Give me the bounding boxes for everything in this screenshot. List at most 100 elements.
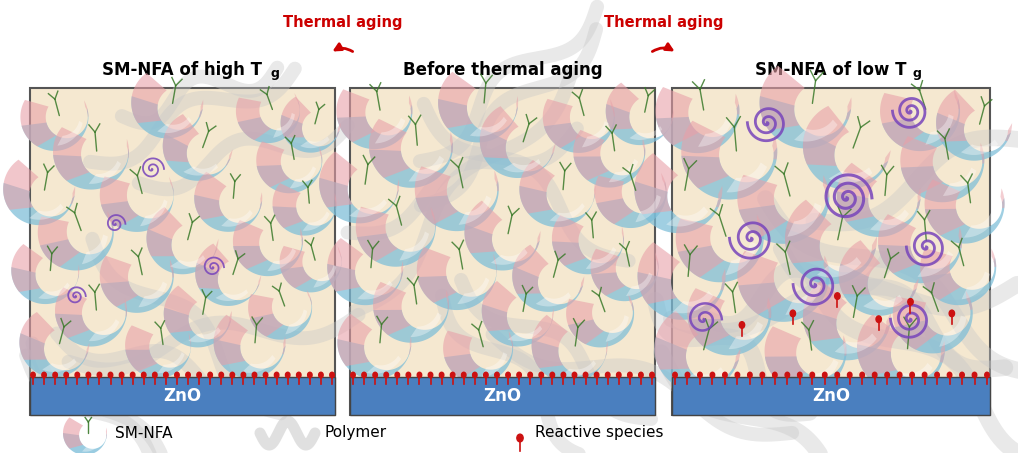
Polygon shape xyxy=(738,266,830,322)
Polygon shape xyxy=(349,199,387,217)
Polygon shape xyxy=(937,113,1011,161)
Polygon shape xyxy=(733,349,740,369)
Polygon shape xyxy=(591,260,659,301)
Polygon shape xyxy=(568,302,634,347)
Polygon shape xyxy=(238,100,300,143)
Ellipse shape xyxy=(949,310,955,317)
Polygon shape xyxy=(450,132,453,153)
Polygon shape xyxy=(257,141,289,187)
Ellipse shape xyxy=(417,372,421,378)
Polygon shape xyxy=(464,201,502,253)
Polygon shape xyxy=(414,166,458,224)
Ellipse shape xyxy=(860,372,864,378)
Polygon shape xyxy=(980,143,984,164)
Ellipse shape xyxy=(735,372,740,378)
Polygon shape xyxy=(89,161,121,184)
Ellipse shape xyxy=(330,372,334,378)
Polygon shape xyxy=(335,193,337,209)
Polygon shape xyxy=(637,272,726,320)
Ellipse shape xyxy=(528,372,532,378)
Polygon shape xyxy=(285,309,307,334)
Ellipse shape xyxy=(723,372,727,378)
Polygon shape xyxy=(147,229,217,274)
Polygon shape xyxy=(1005,123,1012,141)
Text: Thermal aging: Thermal aging xyxy=(283,15,402,30)
Polygon shape xyxy=(920,248,961,300)
Ellipse shape xyxy=(835,372,840,378)
Polygon shape xyxy=(681,121,729,188)
Polygon shape xyxy=(843,335,847,356)
Polygon shape xyxy=(495,170,499,191)
Polygon shape xyxy=(195,263,260,306)
Polygon shape xyxy=(634,153,678,214)
Polygon shape xyxy=(273,183,303,228)
Ellipse shape xyxy=(847,372,852,378)
Polygon shape xyxy=(634,182,722,233)
Polygon shape xyxy=(70,187,75,204)
Polygon shape xyxy=(408,336,411,355)
Polygon shape xyxy=(879,214,919,273)
Polygon shape xyxy=(199,100,204,117)
Ellipse shape xyxy=(119,372,124,378)
Polygon shape xyxy=(835,333,876,354)
Ellipse shape xyxy=(898,372,902,378)
Ellipse shape xyxy=(711,372,715,378)
Polygon shape xyxy=(585,247,616,269)
Ellipse shape xyxy=(440,372,444,378)
Polygon shape xyxy=(531,315,568,368)
Ellipse shape xyxy=(252,372,257,378)
Polygon shape xyxy=(592,183,596,202)
Polygon shape xyxy=(1001,188,1005,208)
Polygon shape xyxy=(188,333,191,349)
Polygon shape xyxy=(337,339,411,379)
Polygon shape xyxy=(863,295,903,310)
Polygon shape xyxy=(415,180,499,231)
Polygon shape xyxy=(535,231,541,249)
Ellipse shape xyxy=(450,372,455,378)
Ellipse shape xyxy=(739,322,744,328)
Polygon shape xyxy=(964,212,997,237)
Polygon shape xyxy=(55,308,127,347)
Polygon shape xyxy=(493,254,497,274)
Polygon shape xyxy=(355,207,398,261)
Polygon shape xyxy=(519,186,596,227)
Polygon shape xyxy=(431,207,436,226)
Polygon shape xyxy=(273,201,337,236)
Polygon shape xyxy=(881,150,891,171)
Ellipse shape xyxy=(75,372,79,378)
Ellipse shape xyxy=(361,372,366,378)
Bar xyxy=(350,88,655,415)
Polygon shape xyxy=(729,322,764,349)
Polygon shape xyxy=(183,164,218,176)
Ellipse shape xyxy=(319,372,323,378)
Polygon shape xyxy=(573,130,609,180)
Polygon shape xyxy=(924,179,965,236)
Ellipse shape xyxy=(583,372,587,378)
Polygon shape xyxy=(158,117,191,133)
Polygon shape xyxy=(227,311,232,328)
Ellipse shape xyxy=(31,372,36,378)
Polygon shape xyxy=(824,255,830,278)
Polygon shape xyxy=(925,114,954,145)
Ellipse shape xyxy=(908,299,913,305)
Polygon shape xyxy=(958,227,962,248)
Polygon shape xyxy=(163,114,200,162)
Ellipse shape xyxy=(130,372,135,378)
Polygon shape xyxy=(681,147,777,200)
Polygon shape xyxy=(256,275,262,291)
Polygon shape xyxy=(550,203,584,222)
Ellipse shape xyxy=(53,372,57,378)
Polygon shape xyxy=(482,352,507,378)
Polygon shape xyxy=(803,131,889,190)
Polygon shape xyxy=(214,339,285,378)
Polygon shape xyxy=(320,147,323,163)
Polygon shape xyxy=(338,246,342,261)
Polygon shape xyxy=(823,175,830,198)
Polygon shape xyxy=(11,244,43,292)
Ellipse shape xyxy=(186,372,190,378)
Polygon shape xyxy=(11,267,79,304)
Polygon shape xyxy=(805,359,839,386)
Polygon shape xyxy=(726,241,756,275)
Polygon shape xyxy=(19,312,55,360)
Polygon shape xyxy=(273,113,295,138)
